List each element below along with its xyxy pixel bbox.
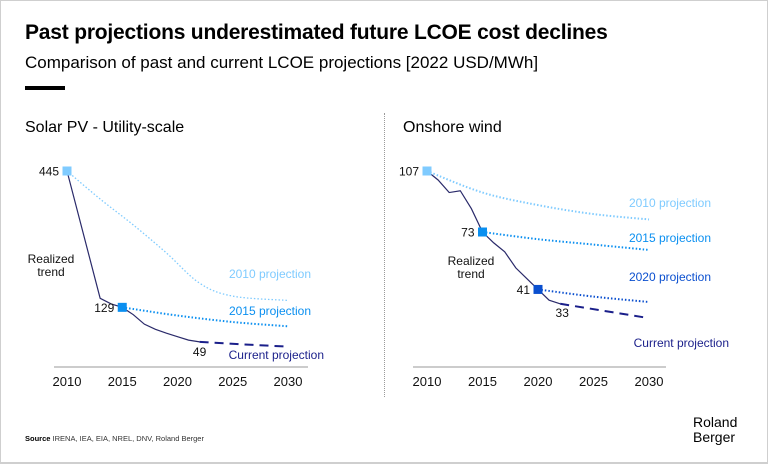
solar-marker-label: 129 xyxy=(94,301,114,315)
source-text: IRENA, IEA, EIA, NREL, DNV, Roland Berge… xyxy=(50,434,204,443)
wind-series-label: 2020 projection xyxy=(629,270,711,284)
solar-marker-2010 xyxy=(62,166,72,176)
wind-series-2020-projection xyxy=(537,288,650,303)
wind-tick-label: 2015 xyxy=(468,374,497,389)
wind-series-2010-projection xyxy=(426,170,650,221)
solar-series-label: 2010 projection xyxy=(229,267,311,281)
wind-end-value-label: 33 xyxy=(556,306,570,320)
wind-series-current-projection xyxy=(560,302,650,320)
solar-series-label: 2015 projection xyxy=(229,304,311,318)
roland-berger-logo: Roland Berger xyxy=(693,415,737,445)
solar-series-current-projection xyxy=(199,340,289,348)
solar-marker-2015 xyxy=(117,302,127,312)
solar-tick-label: 2010 xyxy=(53,374,82,389)
wind-tick-label: 2030 xyxy=(635,374,664,389)
source-label: Source xyxy=(25,434,51,443)
logo-line-2: Berger xyxy=(693,429,736,445)
solar-series-label: Current projection xyxy=(229,348,324,362)
solar-tick-label: 2030 xyxy=(274,374,303,389)
solar-marker-label: 445 xyxy=(39,165,59,179)
solar-series-realized-trend xyxy=(66,170,200,343)
wind-panel-title: Onshore wind xyxy=(403,119,502,136)
wind-marker-2020 xyxy=(533,284,543,294)
wind-realized-trend-label: Realized xyxy=(448,254,495,268)
wind-series-2015-projection xyxy=(482,231,650,251)
solar-tick-label: 2015 xyxy=(108,374,137,389)
solar-realized-trend-label: Realized xyxy=(28,252,75,266)
solar-panel-title: Solar PV - Utility-scale xyxy=(25,119,185,136)
source-note: Source IRENA, IEA, EIA, NREL, DNV, Rolan… xyxy=(25,434,204,443)
wind-series-realized-trend xyxy=(426,170,561,305)
solar-tick-label: 2020 xyxy=(163,374,192,389)
logo-line-1: Roland xyxy=(693,414,738,430)
page-title: Past projections underestimated future L… xyxy=(25,21,608,44)
wind-realized-trend-label: trend xyxy=(457,267,484,281)
solar-realized-trend-label: trend xyxy=(37,265,64,279)
wind-series-label: 2015 projection xyxy=(629,231,711,245)
wind-marker-2010 xyxy=(422,166,432,176)
wind-marker-label: 107 xyxy=(399,165,419,179)
wind-marker-2015 xyxy=(478,227,487,237)
solar-tick-label: 2025 xyxy=(218,374,247,389)
solar-end-value-label: 49 xyxy=(193,345,207,359)
wind-tick-label: 2020 xyxy=(524,374,553,389)
panel-divider xyxy=(384,113,385,397)
wind-tick-label: 2025 xyxy=(579,374,608,389)
wind-series-label: Current projection xyxy=(634,336,729,350)
solar-series-2010-projection xyxy=(66,170,289,302)
wind-tick-label: 2010 xyxy=(413,374,442,389)
wind-series-label: 2010 projection xyxy=(629,196,711,210)
page-subtitle: Comparison of past and current LCOE proj… xyxy=(25,53,539,72)
accent-bar xyxy=(25,86,65,90)
wind-marker-label: 41 xyxy=(517,283,531,297)
wind-marker-label: 73 xyxy=(461,226,475,240)
